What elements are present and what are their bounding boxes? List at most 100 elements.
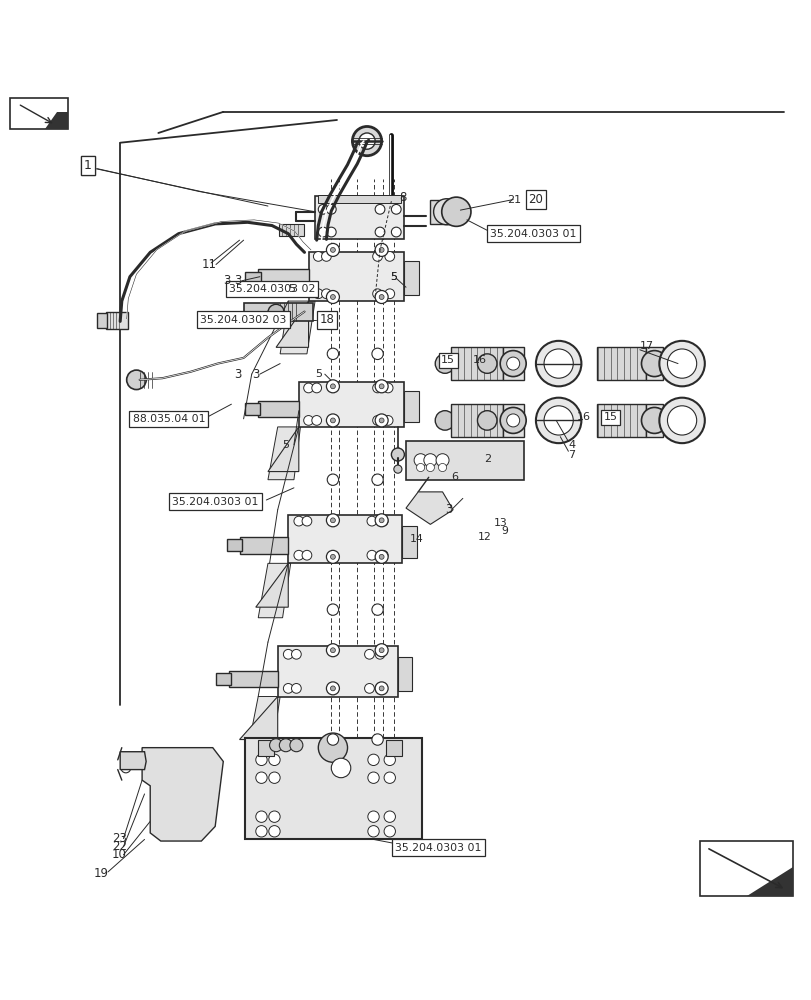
Circle shape	[327, 734, 338, 745]
Circle shape	[269, 739, 282, 752]
Circle shape	[375, 514, 388, 527]
Circle shape	[174, 762, 186, 774]
Polygon shape	[255, 563, 288, 607]
Circle shape	[303, 416, 313, 425]
Circle shape	[327, 604, 338, 615]
Circle shape	[423, 454, 436, 467]
Circle shape	[367, 550, 376, 560]
Bar	[645, 404, 663, 437]
Circle shape	[326, 291, 339, 303]
Circle shape	[426, 463, 434, 472]
Circle shape	[375, 649, 384, 659]
Circle shape	[255, 754, 267, 766]
Text: 15: 15	[603, 412, 617, 422]
Text: 9: 9	[501, 526, 508, 536]
Circle shape	[384, 826, 395, 837]
Polygon shape	[120, 752, 146, 770]
Circle shape	[291, 684, 301, 693]
Circle shape	[364, 649, 374, 659]
Polygon shape	[406, 492, 453, 524]
Circle shape	[375, 204, 384, 214]
Circle shape	[393, 465, 401, 473]
Circle shape	[375, 227, 384, 237]
Circle shape	[384, 754, 395, 766]
Circle shape	[543, 406, 573, 435]
Circle shape	[379, 418, 384, 423]
Bar	[245, 738, 422, 839]
Circle shape	[358, 133, 375, 149]
Circle shape	[326, 414, 339, 427]
Circle shape	[364, 684, 374, 693]
Bar	[503, 347, 523, 380]
Circle shape	[372, 383, 382, 393]
Circle shape	[313, 252, 323, 261]
Circle shape	[371, 348, 383, 360]
Text: 23: 23	[112, 832, 127, 845]
Circle shape	[127, 370, 146, 390]
Circle shape	[436, 454, 448, 467]
Text: 20: 20	[528, 193, 543, 206]
Text: 35.204.0302 03: 35.204.0302 03	[200, 315, 286, 325]
Text: 22: 22	[112, 840, 127, 853]
Text: 11: 11	[201, 258, 216, 271]
Circle shape	[255, 826, 267, 837]
Text: 3: 3	[234, 368, 241, 381]
Text: 10: 10	[112, 848, 127, 861]
Bar	[97, 313, 107, 328]
Circle shape	[326, 682, 339, 695]
Text: 5: 5	[315, 369, 322, 379]
Circle shape	[391, 227, 401, 237]
Bar	[406, 441, 523, 480]
Bar	[404, 391, 418, 422]
Bar	[397, 657, 412, 691]
Text: 6: 6	[451, 472, 458, 482]
Circle shape	[121, 763, 131, 773]
Text: 35.204.0303 01: 35.204.0303 01	[172, 497, 258, 507]
Circle shape	[379, 518, 384, 523]
Polygon shape	[239, 697, 277, 740]
Circle shape	[659, 398, 704, 443]
Circle shape	[352, 126, 381, 156]
Polygon shape	[280, 301, 315, 354]
Circle shape	[379, 295, 384, 299]
Circle shape	[378, 516, 388, 526]
Text: 3: 3	[251, 368, 259, 381]
Circle shape	[379, 648, 384, 653]
Circle shape	[391, 204, 401, 214]
Polygon shape	[247, 697, 280, 750]
Text: 35.204.0303 02: 35.204.0303 02	[229, 284, 315, 294]
Circle shape	[302, 516, 311, 526]
Text: 2: 2	[483, 454, 491, 464]
Bar	[216, 673, 230, 685]
Circle shape	[641, 407, 667, 433]
Circle shape	[375, 243, 388, 256]
Circle shape	[379, 384, 384, 389]
Circle shape	[318, 227, 328, 237]
Circle shape	[326, 644, 339, 657]
Circle shape	[294, 550, 303, 560]
Text: 16: 16	[472, 355, 486, 365]
Text: 35.204.0303 01: 35.204.0303 01	[490, 229, 576, 239]
Circle shape	[330, 648, 335, 653]
Circle shape	[255, 772, 267, 783]
Circle shape	[313, 289, 323, 299]
Text: 5: 5	[282, 440, 290, 450]
Circle shape	[435, 354, 454, 373]
Text: 1: 1	[84, 159, 92, 172]
Circle shape	[384, 811, 395, 822]
Circle shape	[506, 357, 519, 370]
Circle shape	[391, 448, 404, 461]
Text: 88.035.04 01: 88.035.04 01	[132, 414, 205, 424]
Text: 18: 18	[320, 313, 334, 326]
Circle shape	[535, 398, 581, 443]
Text: 17: 17	[639, 341, 653, 351]
Circle shape	[371, 474, 383, 485]
Text: 3: 3	[444, 503, 452, 516]
Circle shape	[367, 754, 379, 766]
Circle shape	[330, 518, 335, 523]
Circle shape	[477, 411, 496, 430]
Polygon shape	[746, 867, 792, 896]
Bar	[645, 347, 663, 380]
Bar	[450, 347, 503, 380]
Circle shape	[302, 550, 311, 560]
